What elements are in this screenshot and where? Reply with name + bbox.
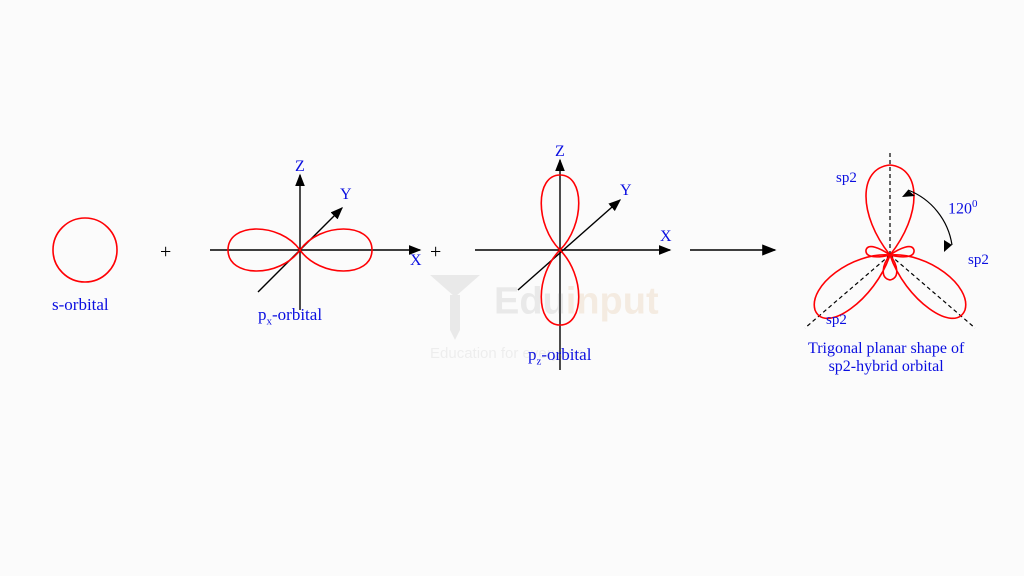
px-orbital-label: px-orbital (258, 305, 322, 327)
pz-orbital-label: pz-orbital (528, 345, 591, 367)
plus-operator-2: + (430, 241, 441, 263)
s-orbital-label: s-orbital (52, 295, 109, 315)
px-x-axis-label: X (410, 252, 422, 270)
sp2-label-left: sp2 (826, 312, 847, 329)
plus-operator-1: + (160, 241, 171, 263)
result-caption: Trigonal planar shape of sp2-hybrid orbi… (808, 340, 964, 376)
pz-axes (475, 160, 670, 370)
pz-x-axis-label: X (660, 228, 672, 246)
sp2-label-top: sp2 (836, 170, 857, 187)
sp2-hybrid-shape (805, 150, 975, 328)
s-orbital-shape (53, 218, 117, 282)
sp2-label-right: sp2 (968, 252, 989, 269)
px-z-axis-label: Z (295, 158, 305, 176)
px-y-axis-label: Y (340, 186, 352, 204)
pz-z-axis-label: Z (555, 143, 565, 161)
px-axes (210, 175, 420, 310)
angle-label: 1200 (948, 198, 978, 218)
diagram-canvas: + + (0, 0, 1024, 576)
pz-y-axis-label: Y (620, 182, 632, 200)
